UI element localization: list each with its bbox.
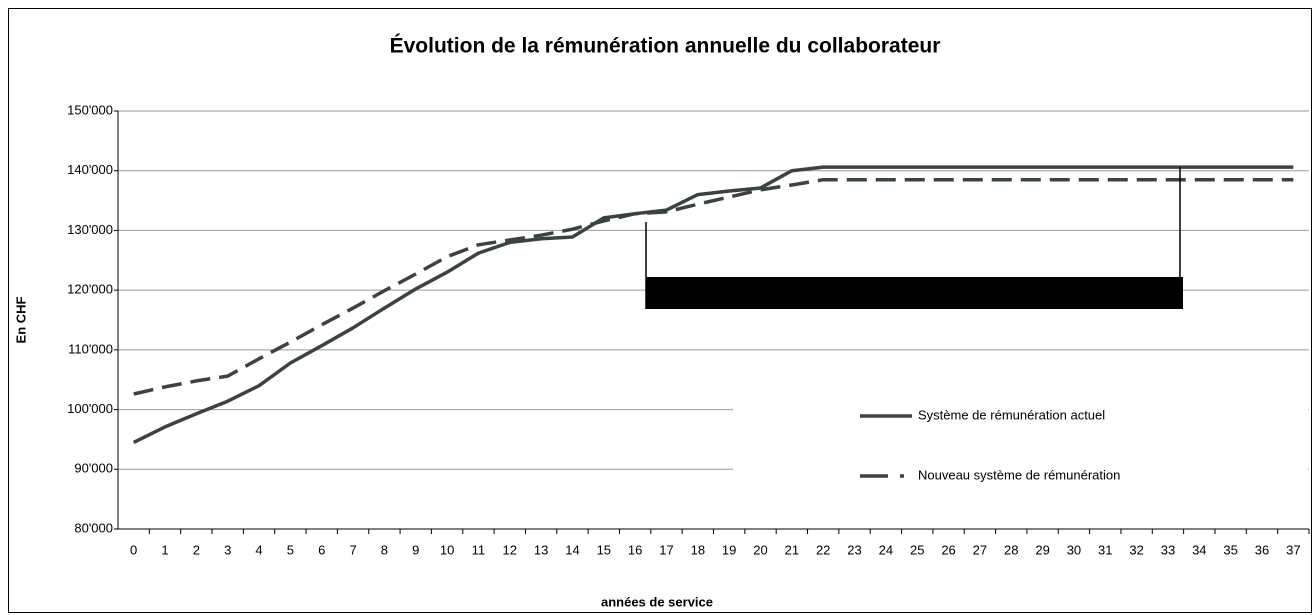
x-tick-label: 7 (349, 542, 356, 557)
x-tick-label: 21 (785, 542, 799, 557)
x-tick-label: 5 (287, 542, 294, 557)
x-tick-label: 14 (565, 542, 579, 557)
x-tick-label: 32 (1129, 542, 1143, 557)
annotation-bar (646, 277, 1183, 309)
x-tick-label: 15 (597, 542, 611, 557)
x-tick-label: 35 (1223, 542, 1237, 557)
x-tick-label: 37 (1286, 542, 1300, 557)
y-tick-label: 110'000 (68, 341, 113, 356)
x-tick-label: 22 (816, 542, 830, 557)
x-tick-label: 6 (318, 542, 325, 557)
chart-title: Évolution de la rémunération annuelle du… (390, 35, 941, 58)
y-tick-label: 140'000 (67, 162, 113, 177)
x-tick-label: 2 (193, 542, 200, 557)
x-tick-label: 18 (691, 542, 705, 557)
x-tick-label: 13 (534, 542, 548, 557)
x-tick-label: 3 (224, 542, 231, 557)
plot (132, 165, 1294, 444)
chart-frame (8, 8, 1312, 613)
x-tick-label: 19 (722, 542, 736, 557)
x-tick-label: 20 (753, 542, 767, 557)
x-tick-label: 4 (255, 542, 262, 557)
x-tick-label: 17 (659, 542, 673, 557)
x-axis-title: années de service (601, 594, 713, 609)
x-tick-label: 33 (1161, 542, 1175, 557)
x-tick-label: 31 (1098, 542, 1112, 557)
x-tick-label: 28 (1004, 542, 1018, 557)
x-tick-label: 8 (381, 542, 388, 557)
x-tick-label: 26 (941, 542, 955, 557)
x-tick-label: 25 (910, 542, 924, 557)
y-tick-label: 90'000 (74, 461, 113, 476)
x-tick-label: 10 (440, 542, 454, 557)
y-axis-title: En CHF (13, 296, 28, 343)
legend-label: Système de rémunération actuel (918, 407, 1105, 422)
y-tick-label: 120'000 (67, 282, 113, 297)
y-tick-label: 80'000 (74, 520, 113, 535)
x-tick-label: 36 (1255, 542, 1269, 557)
y-tick-label: 100'000 (67, 401, 113, 416)
x-tick-label: 24 (879, 542, 893, 557)
legend-label: Nouveau système de rémunération (918, 467, 1120, 482)
x-tick-label: 9 (412, 542, 419, 557)
x-tick-label: 30 (1067, 542, 1081, 557)
x-tick-label: 16 (628, 542, 642, 557)
series-line (132, 165, 1294, 444)
x-tick-label: 29 (1035, 542, 1049, 557)
x-tick-label: 27 (973, 542, 987, 557)
x-tick-label: 34 (1192, 542, 1206, 557)
legend-box (733, 386, 1308, 506)
x-tick-label: 12 (503, 542, 517, 557)
y-tick-label: 130'000 (67, 222, 113, 237)
legend: Système de rémunération actuel Nouveau sy… (860, 407, 1120, 482)
x-tick-label: 0 (130, 542, 137, 557)
x-tick-label: 23 (847, 542, 861, 557)
y-tick-label: 150'000 (67, 102, 113, 117)
x-tick-label: 1 (161, 542, 168, 557)
x-tick-label: 11 (472, 542, 486, 557)
series-line (133, 177, 1294, 396)
